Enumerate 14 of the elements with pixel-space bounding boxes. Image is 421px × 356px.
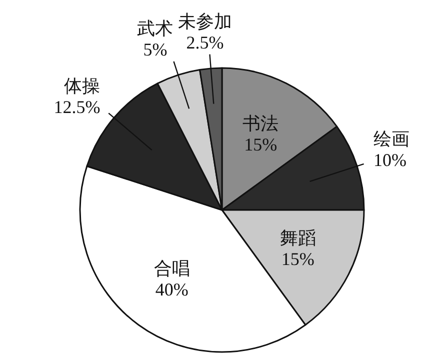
slice-label: 未参加 <box>178 11 232 32</box>
data-label: 12.5% <box>54 97 100 118</box>
slice-label: 武术 <box>137 18 174 38</box>
data-label: 10% <box>374 150 407 170</box>
data-label: 40% <box>155 279 188 300</box>
slice-label: 绘画 <box>374 129 410 150</box>
data-label: 15% <box>244 134 278 155</box>
data-label: 2.5% <box>186 32 224 52</box>
data-label: 5% <box>143 39 168 60</box>
data-label: 15% <box>281 249 314 270</box>
slice-label: 书法 <box>242 114 279 134</box>
slice-label: 体操 <box>64 76 100 96</box>
slice-label: 合唱 <box>154 258 190 278</box>
slice-label: 舞蹈 <box>280 228 316 248</box>
